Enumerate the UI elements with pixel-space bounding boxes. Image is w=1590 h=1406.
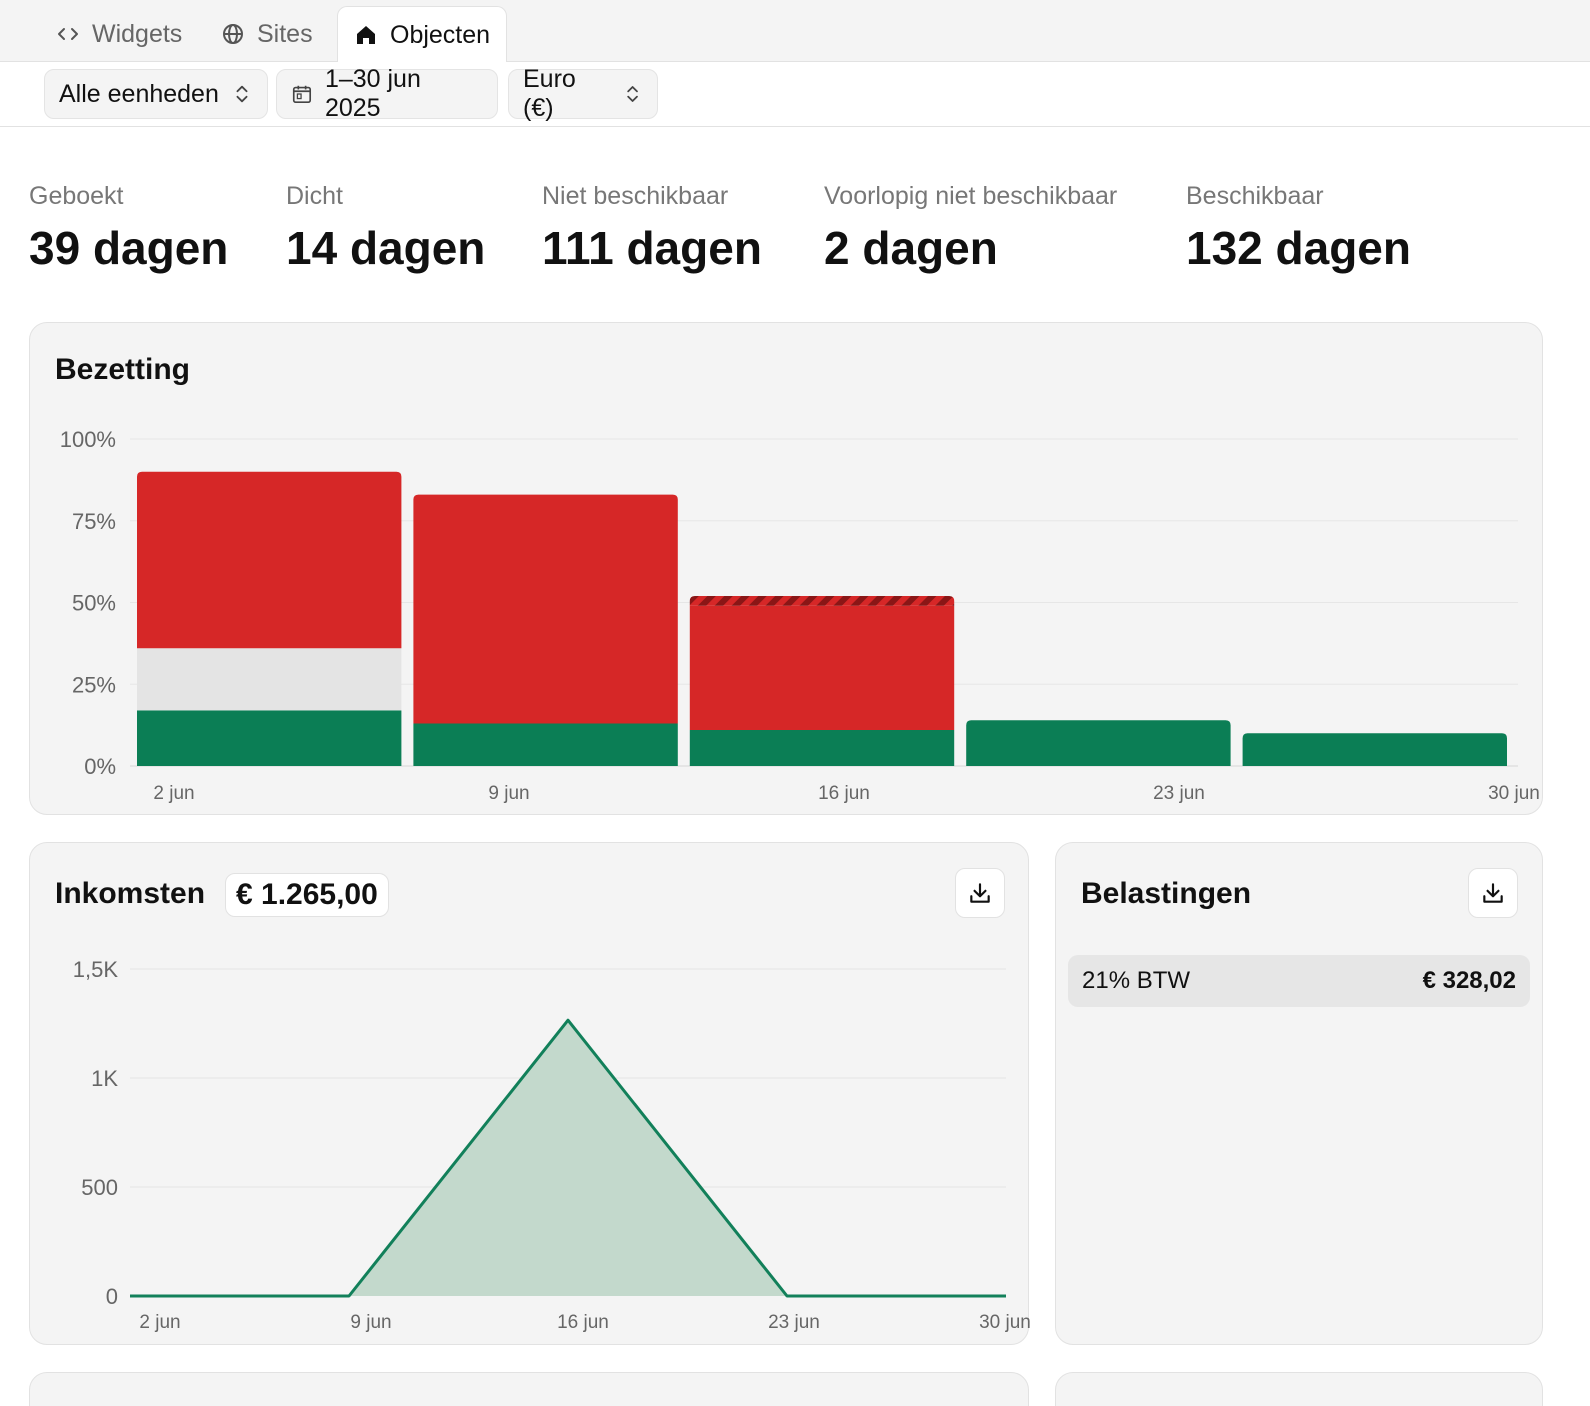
chevron-updown-icon <box>236 85 248 103</box>
bar-segment-booked <box>689 730 955 766</box>
y-tick-label: 0% <box>84 754 116 779</box>
x-tick-label: 23 jun <box>768 1312 820 1333</box>
home-icon <box>357 26 375 44</box>
bar-segment-tentative <box>689 595 955 606</box>
chevron-updown-icon <box>627 86 638 102</box>
x-tick-label: 2 jun <box>153 783 194 804</box>
date-range-picker[interactable]: 1–30 jun 2025 <box>276 65 498 122</box>
globe-icon <box>223 24 243 44</box>
tabs-bar: Widgets Sites Objecten <box>0 0 1590 63</box>
tab-label: Objecten <box>390 20 491 49</box>
x-tick-label: 30 jun <box>1488 783 1540 804</box>
bar-segment-unavailable <box>689 605 955 731</box>
stat-booked: Geboekt 39 dagen <box>29 182 228 275</box>
bar-segment-unavailable <box>137 471 402 649</box>
stat-label: Voorlopig niet beschikbaar <box>824 182 1118 210</box>
download-icon <box>970 883 990 903</box>
occupancy-chart: 0% 25% 50% 75% 100% 2 jun 9 jun 16 jun 23 jun 30… <box>60 427 1540 804</box>
currency-select[interactable]: Euro (€) <box>508 65 658 122</box>
bar-segment-booked <box>966 720 1231 766</box>
stat-value: 132 dagen <box>1186 222 1411 274</box>
income-download-button[interactable] <box>955 868 1005 918</box>
stat-closed: Dicht 14 dagen <box>286 182 485 275</box>
tax-row: 21% BTW € 328,02 <box>1068 955 1530 1007</box>
tab-label: Sites <box>257 19 313 48</box>
y-tick-label: 100% <box>60 427 116 452</box>
x-tick-label: 2 jun <box>139 1312 180 1333</box>
stat-value: 14 dagen <box>286 222 486 274</box>
y-tick-label: 1K <box>91 1066 118 1091</box>
stat-unavailable: Niet beschikbaar 111 dagen <box>542 182 762 275</box>
tax-amount: € 328,02 <box>1422 967 1516 994</box>
unit-select-value: Alle eenheden <box>59 79 219 108</box>
date-range-value: 1–30 jun 2025 <box>324 65 421 122</box>
bar-segment-unavailable <box>413 494 678 724</box>
tab-widgets[interactable]: Widgets <box>40 6 198 62</box>
code-icon <box>58 28 78 40</box>
bar-segment-booked <box>137 710 402 766</box>
stat-label: Geboekt <box>29 182 124 210</box>
x-tick-label: 16 jun <box>818 783 870 804</box>
bar-segment-closed <box>137 648 402 711</box>
unit-select[interactable]: Alle eenheden <box>44 69 268 119</box>
income-chart: 0 500 1K 1,5K 2 jun 9 jun 16 jun 23 jun 30 jun <box>73 957 1030 1333</box>
filter-bar: Alle eenheden 1–30 jun 2025 Euro (€) <box>0 62 1590 127</box>
y-tick-label: 1,5K <box>73 957 119 982</box>
tab-objecten[interactable]: Objecten <box>337 6 508 63</box>
y-tick-label: 50% <box>72 591 116 616</box>
occupancy-card: Bezetting 0% 25% 50% 75% 100% 2 jun 9 jun 16 j… <box>29 322 1543 815</box>
stat-available: Beschikbaar 132 dagen <box>1186 182 1411 275</box>
bar-segment-booked <box>1242 733 1507 766</box>
tab-label: Widgets <box>92 19 183 48</box>
taxes-card: Belastingen 21% BTW € 328,02 <box>1055 842 1543 1345</box>
y-tick-label: 25% <box>72 672 116 697</box>
next-card <box>1055 1372 1543 1406</box>
y-tick-label: 500 <box>81 1175 118 1200</box>
stat-tentative: Voorlopig niet beschikbaar 2 dagen <box>824 182 1117 275</box>
x-tick-label: 16 jun <box>557 1312 609 1333</box>
stat-label: Niet beschikbaar <box>542 182 729 210</box>
taxes-title: Belastingen <box>1081 877 1252 910</box>
income-card: Inkomsten € 1.265,00 0 500 1K 1,5K 2 jun 9 j… <box>29 842 1030 1345</box>
tab-sites[interactable]: Sites <box>205 6 329 62</box>
x-tick-label: 30 jun <box>979 1312 1030 1333</box>
x-tick-label: 9 jun <box>350 1312 391 1333</box>
next-card <box>29 1372 1029 1406</box>
stat-value: 111 dagen <box>542 222 762 274</box>
stat-label: Dicht <box>286 182 343 210</box>
income-total: € 1.265,00 <box>225 873 389 917</box>
tax-label: 21% BTW <box>1082 967 1191 994</box>
income-area-fill <box>130 1020 1006 1296</box>
x-tick-label: 23 jun <box>1153 783 1205 804</box>
y-tick-label: 75% <box>72 509 116 534</box>
x-tick-label: 9 jun <box>488 783 529 804</box>
calendar-icon <box>292 85 312 104</box>
y-tick-label: 0 <box>106 1284 118 1309</box>
currency-select-value: Euro (€) <box>523 65 576 122</box>
income-title: Inkomsten <box>55 877 206 910</box>
occupancy-title: Bezetting <box>55 353 190 386</box>
stat-value: 2 dagen <box>824 222 998 274</box>
taxes-download-button[interactable] <box>1468 868 1518 918</box>
download-icon <box>1483 883 1503 903</box>
stat-value: 39 dagen <box>29 222 229 274</box>
bar-segment-booked <box>413 723 678 766</box>
stat-label: Beschikbaar <box>1186 182 1324 210</box>
